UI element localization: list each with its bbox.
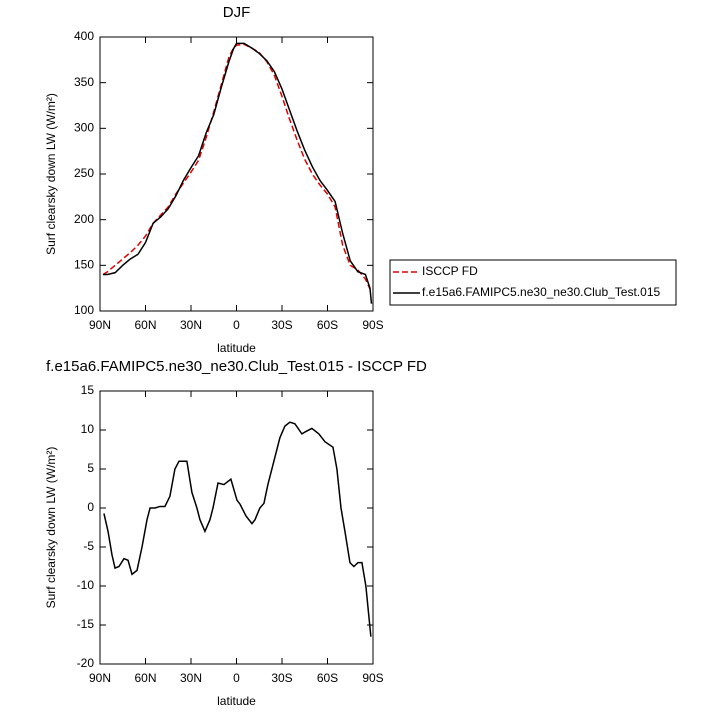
data-line bbox=[103, 421, 372, 637]
y-tick-label: 250 bbox=[74, 166, 94, 180]
data-line bbox=[102, 43, 371, 290]
plot-frame bbox=[99, 36, 374, 312]
y-tick-label: 0 bbox=[87, 500, 94, 514]
x-tick-label: 30S bbox=[271, 671, 292, 685]
x-tick-label: 60N bbox=[134, 671, 156, 685]
y-tick-label: -15 bbox=[77, 617, 95, 631]
x-tick-label: 30S bbox=[271, 318, 292, 332]
x-tick-label: 90S bbox=[362, 671, 383, 685]
y-axis-title: Surf clearsky down LW (W/m²) bbox=[44, 447, 58, 609]
x-tick-label: 0 bbox=[233, 671, 240, 685]
y-tick-label: 200 bbox=[74, 212, 94, 226]
x-tick-label: 60S bbox=[317, 318, 338, 332]
y-tick-label: 150 bbox=[74, 258, 94, 272]
x-axis-title: latitude bbox=[217, 341, 256, 355]
y-tick-label: 10 bbox=[81, 422, 95, 436]
y-tick-label: 300 bbox=[74, 121, 94, 135]
y-axis-title: Surf clearsky down LW (W/m²) bbox=[44, 93, 58, 255]
x-tick-label: 90N bbox=[89, 671, 111, 685]
x-tick-label: 60S bbox=[317, 671, 338, 685]
y-tick-label: 350 bbox=[74, 75, 94, 89]
x-tick-label: 60N bbox=[134, 318, 156, 332]
legend-label: f.e15a6.FAMIPC5.ne30_ne30.Club_Test.015 bbox=[422, 285, 660, 299]
legend-label: ISCCP FD bbox=[422, 264, 478, 278]
x-axis-title: latitude bbox=[217, 694, 256, 708]
data-line bbox=[103, 42, 373, 304]
y-tick-label: 400 bbox=[74, 29, 94, 43]
y-tick-label: -10 bbox=[77, 578, 95, 592]
y-tick-label: -5 bbox=[83, 539, 94, 553]
x-tick-label: 30N bbox=[180, 318, 202, 332]
chart-title: DJF bbox=[223, 4, 251, 21]
x-tick-label: 90N bbox=[89, 318, 111, 332]
y-tick-label: 100 bbox=[74, 303, 94, 317]
legend-box bbox=[389, 259, 677, 306]
y-tick-label: 5 bbox=[87, 461, 94, 475]
plot-frame bbox=[99, 390, 374, 665]
x-tick-label: 30N bbox=[180, 671, 202, 685]
x-tick-label: 0 bbox=[233, 318, 240, 332]
x-tick-label: 90S bbox=[362, 318, 383, 332]
chart-title: f.e15a6.FAMIPC5.ne30_ne30.Club_Test.015 … bbox=[46, 358, 427, 375]
y-tick-label: 15 bbox=[81, 383, 95, 397]
y-tick-label: -20 bbox=[77, 656, 95, 670]
